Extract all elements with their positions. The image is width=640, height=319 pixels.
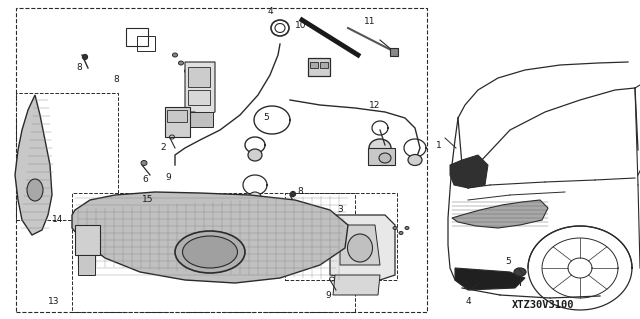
Bar bbox=[137, 36, 155, 51]
Polygon shape bbox=[78, 255, 95, 275]
Ellipse shape bbox=[27, 179, 43, 201]
Text: 14: 14 bbox=[52, 216, 64, 225]
Text: 8: 8 bbox=[113, 76, 119, 85]
Ellipse shape bbox=[379, 153, 391, 163]
Ellipse shape bbox=[399, 232, 403, 234]
Bar bbox=[310, 62, 318, 68]
Ellipse shape bbox=[405, 226, 409, 229]
Bar bbox=[16, 93, 118, 220]
Ellipse shape bbox=[249, 192, 261, 202]
Ellipse shape bbox=[173, 53, 177, 57]
Text: 8: 8 bbox=[297, 188, 303, 197]
Ellipse shape bbox=[182, 236, 237, 268]
Bar bbox=[72, 193, 355, 312]
Text: 13: 13 bbox=[48, 298, 60, 307]
Ellipse shape bbox=[514, 268, 526, 276]
Polygon shape bbox=[185, 62, 215, 117]
Polygon shape bbox=[452, 200, 548, 228]
Ellipse shape bbox=[184, 69, 189, 73]
Text: 15: 15 bbox=[142, 196, 154, 204]
Polygon shape bbox=[165, 107, 190, 137]
Polygon shape bbox=[330, 215, 395, 280]
Text: 5: 5 bbox=[505, 257, 511, 266]
Ellipse shape bbox=[141, 160, 147, 166]
Text: 9: 9 bbox=[325, 291, 331, 300]
Ellipse shape bbox=[393, 226, 397, 229]
Ellipse shape bbox=[248, 149, 262, 161]
Ellipse shape bbox=[408, 154, 422, 166]
Bar bbox=[320, 62, 328, 68]
Text: 11: 11 bbox=[364, 18, 376, 26]
Text: 9: 9 bbox=[165, 174, 171, 182]
Text: XTZ30V3100: XTZ30V3100 bbox=[512, 300, 574, 310]
Ellipse shape bbox=[348, 234, 372, 262]
Ellipse shape bbox=[179, 61, 184, 65]
Polygon shape bbox=[75, 225, 100, 255]
Ellipse shape bbox=[83, 55, 88, 60]
Bar bbox=[188, 90, 210, 105]
Bar bbox=[16, 8, 427, 312]
Text: 8: 8 bbox=[76, 63, 82, 72]
Polygon shape bbox=[368, 148, 395, 165]
Bar bbox=[126, 28, 148, 46]
Bar bbox=[285, 193, 397, 280]
Text: 2: 2 bbox=[160, 144, 166, 152]
Text: 12: 12 bbox=[369, 100, 381, 109]
Polygon shape bbox=[455, 268, 525, 290]
Polygon shape bbox=[450, 155, 488, 188]
Text: 10: 10 bbox=[295, 20, 307, 29]
Ellipse shape bbox=[175, 231, 245, 273]
Polygon shape bbox=[340, 225, 380, 265]
Polygon shape bbox=[72, 192, 348, 283]
Text: 4: 4 bbox=[465, 298, 471, 307]
Bar bbox=[167, 110, 187, 122]
Text: 5: 5 bbox=[263, 114, 269, 122]
Polygon shape bbox=[333, 275, 380, 295]
Ellipse shape bbox=[291, 191, 296, 197]
Text: 3: 3 bbox=[337, 205, 343, 214]
Bar bbox=[390, 48, 398, 56]
Text: 4: 4 bbox=[267, 8, 273, 17]
Polygon shape bbox=[15, 95, 52, 235]
Polygon shape bbox=[190, 112, 213, 127]
Bar bbox=[188, 67, 210, 87]
Text: 1: 1 bbox=[436, 140, 442, 150]
Text: 6: 6 bbox=[142, 175, 148, 184]
Ellipse shape bbox=[369, 139, 391, 157]
Bar bbox=[308, 58, 330, 76]
